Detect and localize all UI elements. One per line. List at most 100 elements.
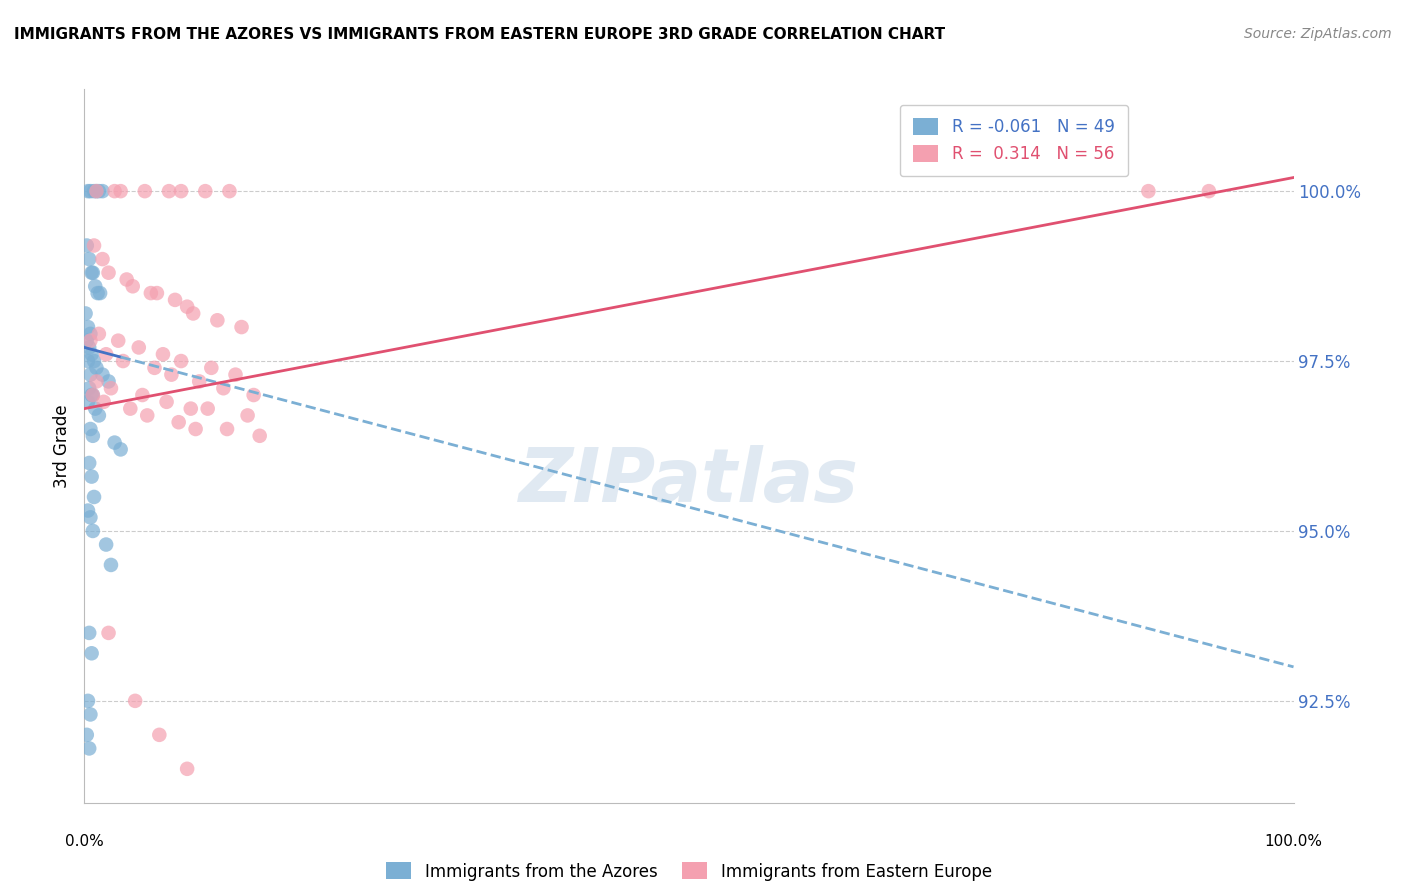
Point <box>79 422 101 436</box>
Point <box>77 381 100 395</box>
Point <box>104 184 127 198</box>
Point <box>121 279 143 293</box>
Point <box>89 286 111 301</box>
Point <box>100 381 122 395</box>
Point <box>167 415 190 429</box>
Point <box>82 388 104 402</box>
Point <box>83 238 105 252</box>
Point <box>100 558 122 572</box>
Point <box>231 320 253 334</box>
Point <box>170 184 193 198</box>
Point <box>180 401 202 416</box>
Point <box>139 286 162 301</box>
Point <box>84 401 107 416</box>
Point <box>77 252 100 266</box>
Point <box>1198 184 1220 198</box>
Text: ZIPatlas: ZIPatlas <box>519 445 859 518</box>
Point <box>146 286 169 301</box>
Point <box>110 442 132 457</box>
Point <box>76 238 98 252</box>
Y-axis label: 3rd Grade: 3rd Grade <box>53 404 72 488</box>
Point <box>77 341 100 355</box>
Point <box>79 510 101 524</box>
Point <box>86 360 108 375</box>
Point <box>136 409 159 423</box>
Point <box>97 266 120 280</box>
Point <box>148 728 170 742</box>
Point <box>157 184 180 198</box>
Text: 0.0%: 0.0% <box>65 834 104 849</box>
Point <box>107 334 129 348</box>
Text: Source: ZipAtlas.com: Source: ZipAtlas.com <box>1244 27 1392 41</box>
Point <box>82 524 104 538</box>
Point <box>83 184 105 198</box>
Point <box>97 626 120 640</box>
Point <box>91 252 114 266</box>
Point <box>80 266 103 280</box>
Point <box>80 388 103 402</box>
Point <box>91 368 114 382</box>
Point <box>87 326 110 341</box>
Point <box>77 741 100 756</box>
Point <box>249 429 271 443</box>
Point <box>112 354 135 368</box>
Text: IMMIGRANTS FROM THE AZORES VS IMMIGRANTS FROM EASTERN EUROPE 3RD GRADE CORRELATI: IMMIGRANTS FROM THE AZORES VS IMMIGRANTS… <box>14 27 945 42</box>
Point <box>77 394 100 409</box>
Text: 100.0%: 100.0% <box>1264 834 1323 849</box>
Point <box>76 728 98 742</box>
Point <box>86 184 108 198</box>
Point <box>75 306 97 320</box>
Point <box>200 360 222 375</box>
Point <box>115 272 138 286</box>
Point <box>80 646 103 660</box>
Point <box>86 375 108 389</box>
Point <box>77 320 100 334</box>
Point <box>83 490 105 504</box>
Point <box>79 707 101 722</box>
Point <box>128 341 150 355</box>
Point <box>170 354 193 368</box>
Point <box>87 184 110 198</box>
Point <box>77 503 100 517</box>
Point <box>79 368 101 382</box>
Point <box>176 762 198 776</box>
Point <box>212 381 235 395</box>
Point <box>91 184 114 198</box>
Point <box>160 368 183 382</box>
Point <box>181 306 204 320</box>
Legend: Immigrants from the Azores, Immigrants from Eastern Europe: Immigrants from the Azores, Immigrants f… <box>380 855 998 888</box>
Point <box>80 347 103 361</box>
Point <box>84 279 107 293</box>
Point <box>79 184 101 198</box>
Point <box>184 422 207 436</box>
Point <box>215 422 238 436</box>
Point <box>165 293 187 307</box>
Point <box>82 429 104 443</box>
Point <box>86 286 108 301</box>
Point <box>87 409 110 423</box>
Point <box>82 266 104 280</box>
Point <box>94 537 117 551</box>
Point <box>83 354 105 368</box>
Point <box>110 184 132 198</box>
Point <box>225 368 247 382</box>
Point <box>152 347 174 361</box>
Point <box>76 334 98 348</box>
Point <box>134 184 156 198</box>
Point <box>80 469 103 483</box>
Point <box>77 184 100 198</box>
Point <box>77 694 100 708</box>
Point <box>79 326 101 341</box>
Point <box>120 401 142 416</box>
Point <box>1137 184 1160 198</box>
Point <box>86 184 108 198</box>
Point <box>207 313 229 327</box>
Point <box>188 375 211 389</box>
Point <box>82 388 104 402</box>
Point <box>77 354 100 368</box>
Point <box>218 184 240 198</box>
Point <box>155 394 177 409</box>
Point <box>104 435 127 450</box>
Point <box>94 347 117 361</box>
Point <box>93 394 115 409</box>
